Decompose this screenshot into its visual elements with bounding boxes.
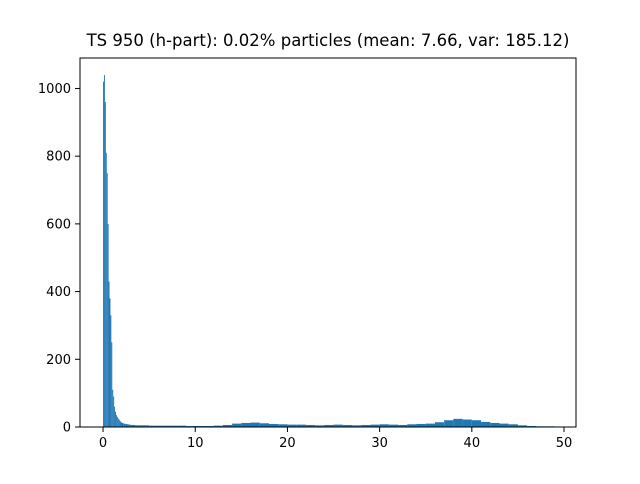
histogram-bar [103, 82, 104, 427]
histogram-bar [472, 420, 481, 427]
histogram-bar [232, 424, 241, 427]
histogram-bar [111, 342, 112, 427]
y-tick-label: 600 [46, 217, 71, 232]
x-tick-label: 0 [99, 436, 107, 451]
histogram-bar [121, 423, 123, 427]
histogram-bar [110, 315, 111, 427]
x-tick-label: 10 [187, 436, 204, 451]
histogram-bar [105, 102, 106, 427]
x-tick-label: 20 [279, 436, 296, 451]
histogram-bar [116, 415, 117, 427]
y-tick-label: 800 [46, 150, 71, 165]
histogram-bar [463, 420, 472, 427]
histogram-bar [112, 390, 113, 427]
histogram-bar [260, 423, 269, 427]
histogram-bar [120, 421, 121, 427]
histogram-bar [108, 224, 109, 427]
histogram-bar [241, 423, 250, 427]
histogram-bar [123, 424, 125, 427]
histogram-bar [109, 281, 110, 427]
y-tick-label: 0 [63, 421, 71, 436]
histogram-bar [481, 422, 490, 427]
histogram-bar [119, 420, 120, 427]
x-tick-label: 30 [371, 436, 388, 451]
histogram-bar [118, 419, 119, 427]
histogram-bar [453, 419, 462, 427]
histogram-bar [114, 407, 115, 427]
histogram-bar [426, 424, 435, 427]
y-tick-label: 200 [46, 353, 71, 368]
histogram-bar [110, 298, 111, 427]
x-tick-label: 50 [556, 436, 573, 451]
histogram-bar [106, 153, 107, 427]
histogram-bar [251, 423, 260, 427]
x-tick-label: 40 [464, 436, 481, 451]
histogram-bar [117, 417, 118, 427]
histogram-bar [435, 422, 444, 427]
y-tick-label: 400 [46, 285, 71, 300]
histogram-bar [444, 420, 453, 427]
histogram-bar [115, 412, 116, 427]
histogram-bar [104, 75, 105, 427]
histogram-bar [107, 173, 108, 427]
histogram-bar [113, 397, 114, 427]
chart-title: TS 950 (h-part): 0.02% particles (mean: … [0, 31, 640, 50]
histogram-bar [490, 423, 499, 427]
y-tick-label: 1000 [38, 82, 71, 97]
histogram-bar [121, 422, 122, 427]
histogram-bar [499, 424, 508, 427]
